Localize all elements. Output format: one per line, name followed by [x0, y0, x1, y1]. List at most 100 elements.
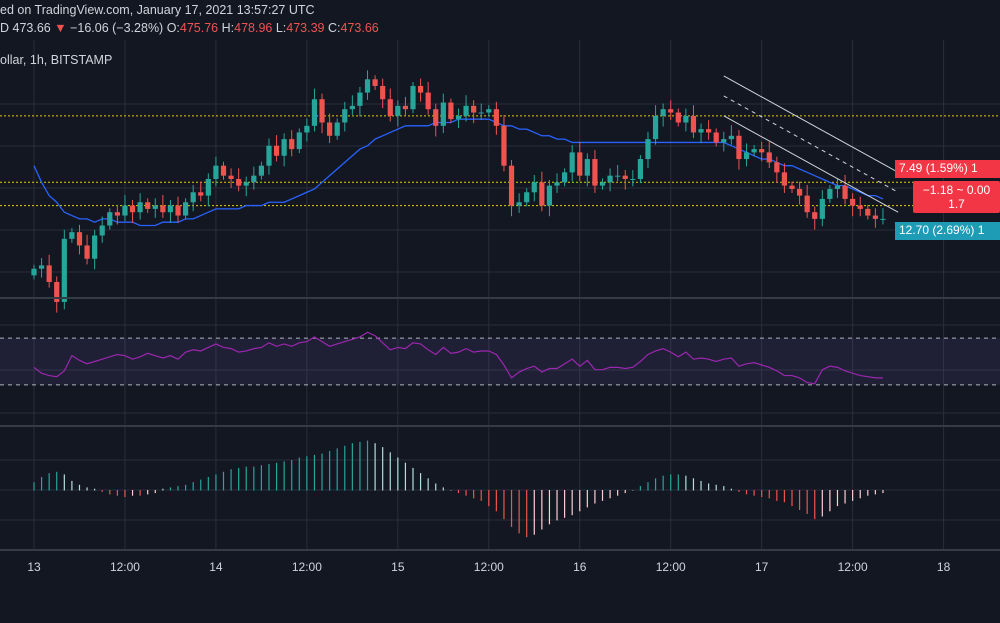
- candle-body: [796, 188, 803, 196]
- candle-body: [880, 218, 886, 220]
- measure-line-2: 1.7: [948, 197, 965, 211]
- candle-body: [433, 109, 439, 126]
- pane-separators[interactable]: [0, 297, 1000, 551]
- candle-body: [865, 208, 871, 216]
- low-label: L:: [275, 21, 287, 35]
- close-label: C:: [328, 21, 341, 35]
- horizontal-levels[interactable]: [0, 115, 1000, 207]
- ohlc-legend: D 473.66 ▼ −16.06 (−3.28%) O:475.76 H:47…: [0, 21, 379, 35]
- time-axis[interactable]: 13 12:00 14 12:00 15 12:00 16 12:00 17 12:00 18: [27, 560, 950, 574]
- candle-body: [584, 159, 590, 176]
- candle-body: [842, 185, 848, 199]
- candle-body: [827, 188, 833, 199]
- candle-body: [137, 202, 143, 213]
- candle-body: [220, 165, 227, 176]
- candle-body: [122, 205, 128, 216]
- candle-body: [508, 165, 515, 206]
- candle-body: [372, 79, 378, 86]
- candle-body: [569, 152, 575, 173]
- candle-body: [660, 109, 666, 116]
- candle-body: [501, 125, 507, 166]
- candle-body: [766, 152, 772, 163]
- x-tick-label: 12:00: [656, 560, 686, 574]
- candle-body: [562, 172, 568, 183]
- candle-body: [349, 105, 355, 110]
- x-tick-label: 15: [391, 560, 405, 574]
- grid: [0, 40, 1000, 550]
- candle-body: [516, 202, 522, 206]
- down-arrow-icon: ▼: [54, 21, 67, 35]
- candle-body: [834, 185, 841, 189]
- candle-body: [531, 182, 537, 193]
- candle-body: [630, 178, 636, 180]
- candle-body: [524, 192, 530, 203]
- candle-body: [592, 159, 598, 186]
- candle-body: [736, 135, 742, 160]
- channel-mid-line: [723, 95, 899, 193]
- candle-body: [266, 145, 272, 166]
- open-value: 475.76: [179, 21, 219, 35]
- open-label: O:: [166, 21, 180, 35]
- candle-body: [213, 165, 219, 179]
- descending-channel[interactable]: [723, 75, 899, 213]
- candle-body: [804, 195, 810, 213]
- x-tick-label: 12:00: [474, 560, 504, 574]
- candle-body: [812, 212, 818, 219]
- candle-body: [364, 79, 371, 93]
- candles[interactable]: [31, 70, 886, 313]
- candle-body: [99, 225, 105, 236]
- x-tick-label: 12:00: [838, 560, 868, 574]
- x-tick-label: 14: [209, 560, 223, 574]
- candle-body: [183, 202, 189, 216]
- candle-body: [721, 139, 727, 143]
- rsi-pane[interactable]: [0, 331, 1000, 386]
- x-tick-label: 12:00: [292, 560, 322, 574]
- candle-body: [554, 182, 560, 186]
- candle-body: [380, 85, 386, 100]
- candle-body: [872, 215, 878, 219]
- target-down-label: 12.70 (2.69%) 1: [895, 222, 1000, 240]
- candle-body: [455, 115, 462, 120]
- candle-body: [281, 139, 287, 156]
- candle-body: [273, 145, 280, 156]
- candle-body: [311, 99, 318, 126]
- measure-box[interactable]: −1.18 ~ 0.00 1.7: [913, 181, 1000, 213]
- candle-body: [205, 178, 211, 196]
- candle-body: [92, 235, 98, 259]
- candle-body: [698, 129, 704, 133]
- candle-body: [319, 99, 325, 123]
- low-value: 473.39: [286, 21, 325, 35]
- candle-body: [668, 109, 674, 113]
- candle-body: [706, 129, 712, 133]
- candle-body: [395, 105, 401, 116]
- candle-body: [258, 165, 264, 176]
- symbol-interval-exchange: ollar, 1h, BITSTAMP: [0, 53, 113, 67]
- candle-body: [759, 149, 765, 153]
- candle-body: [857, 205, 863, 209]
- candle-body: [546, 185, 553, 206]
- candle-body: [31, 268, 37, 276]
- candle-body: [652, 115, 659, 140]
- candle-body: [713, 132, 719, 143]
- candle-body: [251, 175, 257, 183]
- candle-body: [425, 92, 431, 110]
- candle-body: [69, 232, 75, 239]
- candle-body: [774, 162, 780, 173]
- x-tick-label: 18: [937, 560, 951, 574]
- candle-body: [357, 92, 363, 106]
- x-tick-label: 17: [755, 560, 769, 574]
- macd-histogram-pane[interactable]: [33, 440, 884, 538]
- candle-body: [190, 192, 196, 203]
- candle-body: [622, 175, 628, 179]
- published-line: ed on TradingView.com, January 17, 2021 …: [0, 3, 315, 17]
- candle-body: [463, 105, 469, 116]
- high-value: 478.96: [234, 21, 273, 35]
- candle-body: [84, 245, 90, 259]
- rsi-band: [0, 338, 1000, 385]
- candle-body: [728, 135, 734, 140]
- candle-body: [145, 202, 151, 209]
- candle-body: [334, 122, 340, 136]
- candle-body: [478, 112, 484, 114]
